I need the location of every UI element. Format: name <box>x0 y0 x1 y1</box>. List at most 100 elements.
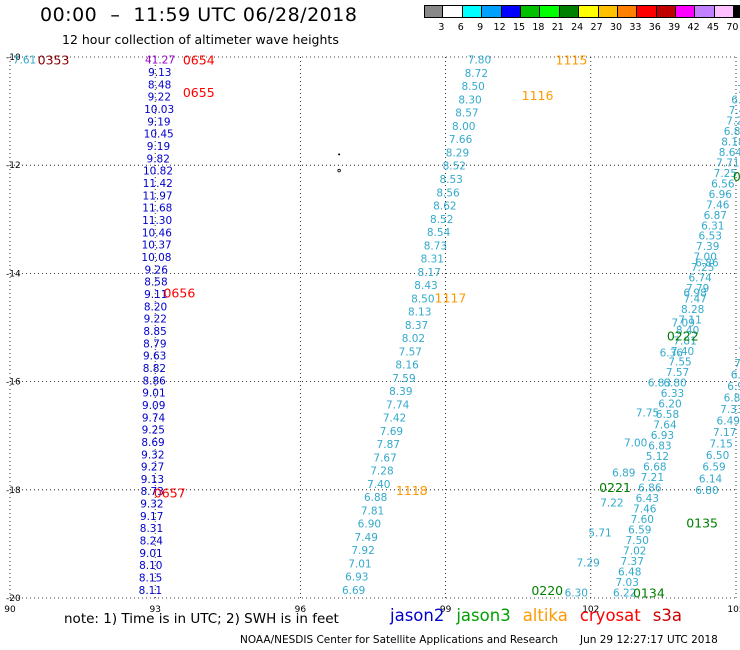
data-point-label: 7.92 <box>351 545 374 557</box>
data-point-label: 6.86 <box>731 369 740 381</box>
data-point-label: 7.46 <box>633 504 657 516</box>
legend-swatch <box>540 5 560 18</box>
data-point-label: 8.57 <box>455 108 478 120</box>
data-point-label: 11.42 <box>143 178 173 190</box>
data-point-label: 7.17 <box>713 427 736 439</box>
data-point-label: 7.21 <box>641 472 664 484</box>
data-point-label: 8.62 <box>433 201 456 213</box>
time-label: 1115 <box>556 53 588 68</box>
legend-swatch <box>482 5 502 18</box>
data-point-label: 7.11 <box>678 315 701 327</box>
data-point-label: 8.15 <box>139 573 162 585</box>
data-point-label: 8.56 <box>436 187 460 199</box>
data-point-label: 6.98 <box>683 288 706 300</box>
data-point-label: 7.75 <box>636 408 659 420</box>
legend-label: 45 <box>706 22 720 33</box>
data-point-label: 9.26 <box>145 264 169 276</box>
data-point-label: 8.72 <box>465 68 488 80</box>
legend-label: 24 <box>571 22 584 33</box>
data-point-label: 5.71 <box>588 528 611 540</box>
legend-swatch <box>656 5 677 18</box>
legend-label: 21 <box>551 22 564 33</box>
x-tick-label: 105 <box>727 605 740 615</box>
mission-jason2: jason2 <box>390 606 445 625</box>
data-point-label: 7.74 <box>386 399 410 411</box>
legend-label: 3 <box>438 22 445 33</box>
data-point-label: 8.10 <box>139 560 162 572</box>
data-point-label: 7.69 <box>380 426 403 438</box>
data-point-label: 6.86 <box>695 258 719 270</box>
data-point-label: 8.43 <box>414 280 437 292</box>
data-point-label: 9.17 <box>140 511 163 523</box>
data-point-label: 5.12 <box>646 451 669 463</box>
data-point-label: 7.22 <box>726 115 740 127</box>
legend-label: 33 <box>629 22 642 33</box>
x-tick-label: 96 <box>295 605 307 615</box>
data-point-label: 7.59 <box>392 373 415 385</box>
data-point-label: 8.13 <box>408 307 431 319</box>
time-label: 0220 <box>531 583 563 598</box>
data-point-label: 8.52 <box>443 161 466 173</box>
data-point-label: 9.13 <box>141 474 164 486</box>
legend-label: 70 <box>726 22 739 33</box>
data-point-label: 7.71 <box>716 157 739 169</box>
legend-swatch <box>676 5 696 18</box>
legend-swatch <box>617 5 638 18</box>
data-point-label: 8.73 <box>424 240 447 252</box>
data-point-label: 7.81 <box>361 505 384 517</box>
data-point-label: 6.56 <box>711 178 735 190</box>
data-point-label: 6.33 <box>661 388 684 400</box>
data-point-label: 6.74 <box>688 273 712 285</box>
legend-label: 36 <box>648 22 661 33</box>
time-label: 0134 <box>633 586 665 601</box>
color-legend <box>424 5 740 19</box>
data-point-label: 7.80 <box>468 55 491 67</box>
mission-cryosat: cryosat <box>579 606 641 625</box>
data-point-label: 7.07 <box>738 346 740 358</box>
mission-altika: altika <box>522 606 568 625</box>
mission-jason3: jason3 <box>456 606 511 625</box>
data-point-label: 8.86 <box>142 375 166 387</box>
data-point-label: 8.82 <box>143 363 166 375</box>
data-point-label: 6.20 <box>658 399 681 411</box>
data-point-label: 6.59 <box>628 525 651 537</box>
data-point-label: 8.20 <box>144 301 167 313</box>
data-point-label: 7.47 <box>683 294 706 306</box>
data-point-label: 6.36 <box>660 348 684 360</box>
data-point-label: 9.09 <box>142 400 165 412</box>
data-point-label: 7.67 <box>373 452 396 464</box>
data-point-label: 7.61 <box>13 55 36 67</box>
data-point-label: 7.00 <box>694 252 717 264</box>
data-point-label: 7.64 <box>653 420 677 432</box>
data-point-label: 9.82 <box>147 153 170 165</box>
data-point-label: 9.19 <box>147 116 170 128</box>
data-point-label: 8.30 <box>458 94 481 106</box>
data-point-label: 7.46 <box>706 199 730 211</box>
data-point-label: 9.27 <box>141 462 164 474</box>
y-tick-label: -20 <box>6 594 21 604</box>
time-label: 0221 <box>599 480 631 495</box>
data-point-label: 7.09 <box>672 318 695 330</box>
data-point-label: 6.69 <box>342 585 365 597</box>
data-point-label: 6.31 <box>701 220 724 232</box>
data-point-label: 7.33 <box>720 404 740 416</box>
data-point-label: 7.03 <box>616 577 639 589</box>
data-point-label: 6.22 <box>613 588 636 600</box>
data-point-label: 8.31 <box>140 523 163 535</box>
time-label: 1116 <box>522 88 554 103</box>
legend-swatch <box>695 5 715 18</box>
legend-label: 42 <box>687 22 700 33</box>
data-point-label: 9.22 <box>148 92 171 104</box>
data-point-label: 6.83 <box>648 378 671 390</box>
time-label: 0655 <box>183 85 215 100</box>
data-point-label: 6.43 <box>636 493 659 505</box>
data-point-label: 9.13 <box>148 67 171 79</box>
data-point-label: 8.37 <box>405 320 428 332</box>
data-point-label: 10.08 <box>141 252 171 264</box>
data-point-label: 6.86 <box>638 483 662 495</box>
data-point-label: 8.31 <box>421 254 444 266</box>
data-point-label: 7.79 <box>686 283 709 295</box>
legend-swatch <box>462 5 483 18</box>
